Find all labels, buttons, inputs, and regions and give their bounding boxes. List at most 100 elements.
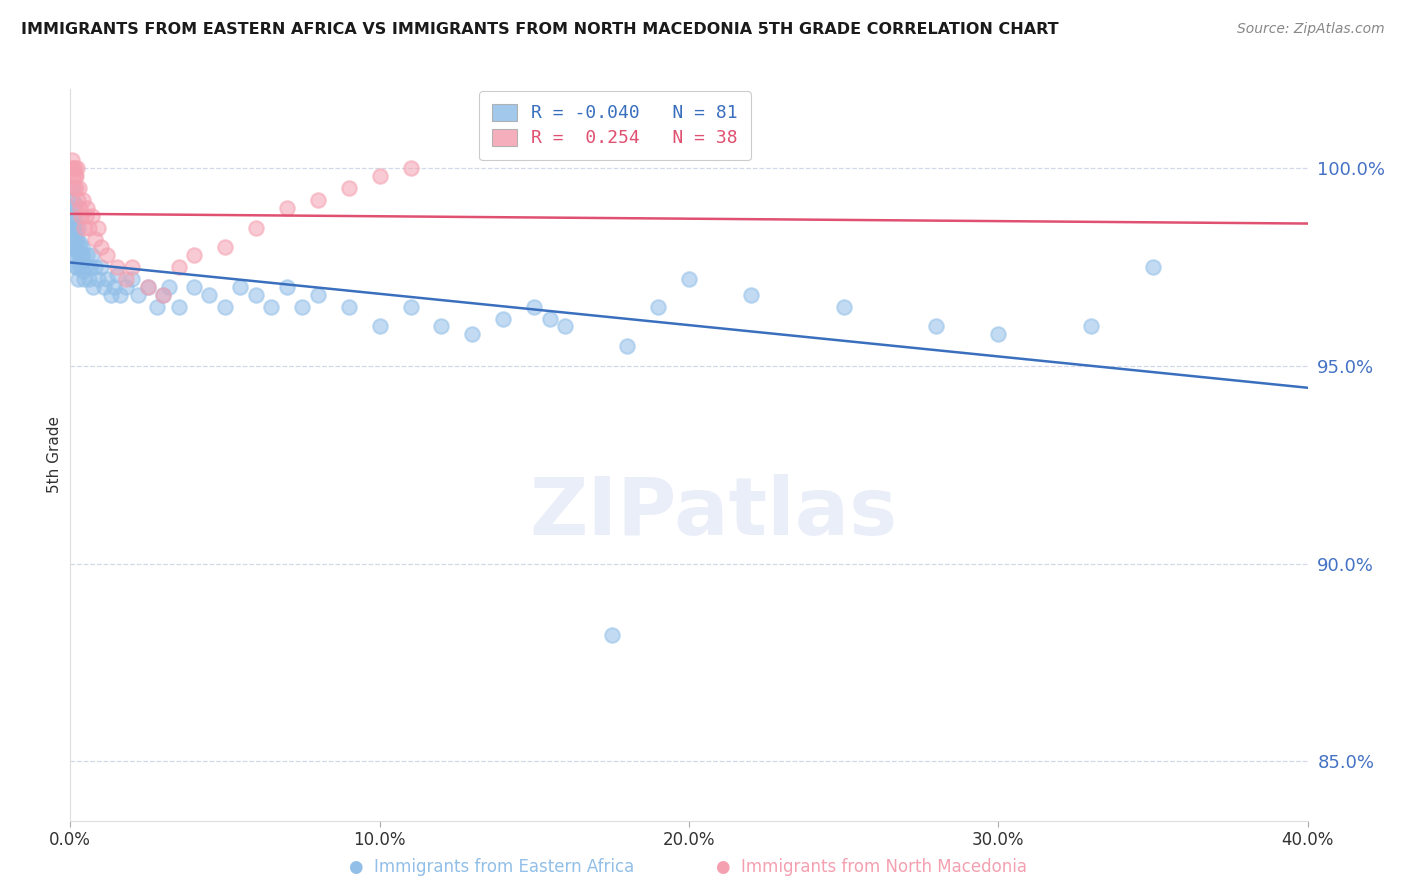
- Point: [399, 300, 422, 314]
- Point: [62, 169, 84, 184]
- Point: [108, 287, 131, 301]
- Point: [66, 260, 89, 274]
- Point: [245, 220, 267, 235]
- Point: [72, 248, 94, 262]
- Point: [337, 181, 360, 195]
- Point: [65, 181, 87, 195]
- Point: [183, 280, 205, 294]
- Point: [229, 280, 252, 294]
- Point: [63, 240, 86, 254]
- Point: [63, 228, 86, 243]
- Point: [65, 212, 87, 227]
- Point: [75, 209, 97, 223]
- Point: [368, 319, 391, 334]
- Point: [69, 201, 91, 215]
- Point: [554, 319, 576, 334]
- Point: [647, 300, 669, 314]
- Point: [84, 260, 107, 274]
- Point: [127, 287, 149, 301]
- Point: [678, 272, 700, 286]
- Point: [62, 209, 84, 223]
- Point: [70, 240, 93, 254]
- Point: [70, 248, 93, 262]
- Point: [62, 201, 84, 215]
- Point: [75, 260, 97, 274]
- Point: [87, 220, 110, 235]
- Point: [337, 300, 360, 314]
- Point: [67, 181, 90, 195]
- Text: Source: ZipAtlas.com: Source: ZipAtlas.com: [1237, 22, 1385, 37]
- Point: [214, 300, 236, 314]
- Point: [65, 260, 87, 274]
- Point: [368, 169, 391, 184]
- Point: [77, 272, 100, 286]
- Point: [461, 327, 484, 342]
- Point: [430, 319, 453, 334]
- Point: [65, 240, 87, 254]
- Point: [66, 248, 89, 262]
- Point: [121, 272, 143, 286]
- Point: [616, 339, 638, 353]
- Point: [115, 280, 138, 294]
- Point: [307, 287, 329, 301]
- Point: [307, 193, 329, 207]
- Point: [100, 287, 122, 301]
- Point: [90, 240, 112, 254]
- Point: [925, 319, 948, 334]
- Point: [63, 197, 86, 211]
- Point: [103, 280, 125, 294]
- Point: [67, 256, 90, 270]
- Point: [66, 232, 89, 246]
- Point: [87, 272, 110, 286]
- Point: [167, 260, 190, 274]
- Point: [76, 201, 98, 215]
- Point: [79, 260, 101, 274]
- Point: [157, 280, 180, 294]
- Point: [93, 280, 115, 294]
- Point: [63, 181, 86, 195]
- Point: [69, 236, 91, 251]
- Point: [600, 628, 623, 642]
- Point: [167, 300, 190, 314]
- Point: [291, 300, 314, 314]
- Point: [987, 327, 1010, 342]
- Text: ZIPatlas: ZIPatlas: [530, 475, 898, 552]
- Point: [523, 300, 546, 314]
- Text: ●  Immigrants from Eastern Africa: ● Immigrants from Eastern Africa: [350, 858, 634, 876]
- Text: IMMIGRANTS FROM EASTERN AFRICA VS IMMIGRANTS FROM NORTH MACEDONIA 5TH GRADE CORR: IMMIGRANTS FROM EASTERN AFRICA VS IMMIGR…: [21, 22, 1059, 37]
- Point: [62, 193, 84, 207]
- Point: [60, 161, 83, 176]
- Point: [260, 300, 283, 314]
- Point: [492, 311, 515, 326]
- Point: [63, 169, 86, 184]
- Point: [1080, 319, 1102, 334]
- Point: [152, 287, 174, 301]
- Point: [70, 209, 93, 223]
- Point: [152, 287, 174, 301]
- Point: [66, 244, 89, 259]
- Point: [77, 220, 100, 235]
- Point: [105, 268, 128, 282]
- Point: [1142, 260, 1164, 274]
- Point: [76, 248, 98, 262]
- Point: [146, 300, 169, 314]
- Point: [214, 240, 236, 254]
- Point: [67, 272, 90, 286]
- Point: [96, 272, 118, 286]
- Point: [245, 287, 267, 301]
- Point: [72, 193, 94, 207]
- Point: [67, 193, 90, 207]
- Point: [62, 232, 84, 246]
- Point: [198, 287, 221, 301]
- Point: [399, 161, 422, 176]
- Point: [90, 260, 112, 274]
- Point: [121, 260, 143, 274]
- Point: [62, 161, 84, 176]
- Point: [115, 272, 138, 286]
- Point: [183, 248, 205, 262]
- Point: [65, 169, 87, 184]
- Point: [80, 248, 103, 262]
- Point: [73, 220, 96, 235]
- Point: [80, 209, 103, 223]
- Point: [832, 300, 855, 314]
